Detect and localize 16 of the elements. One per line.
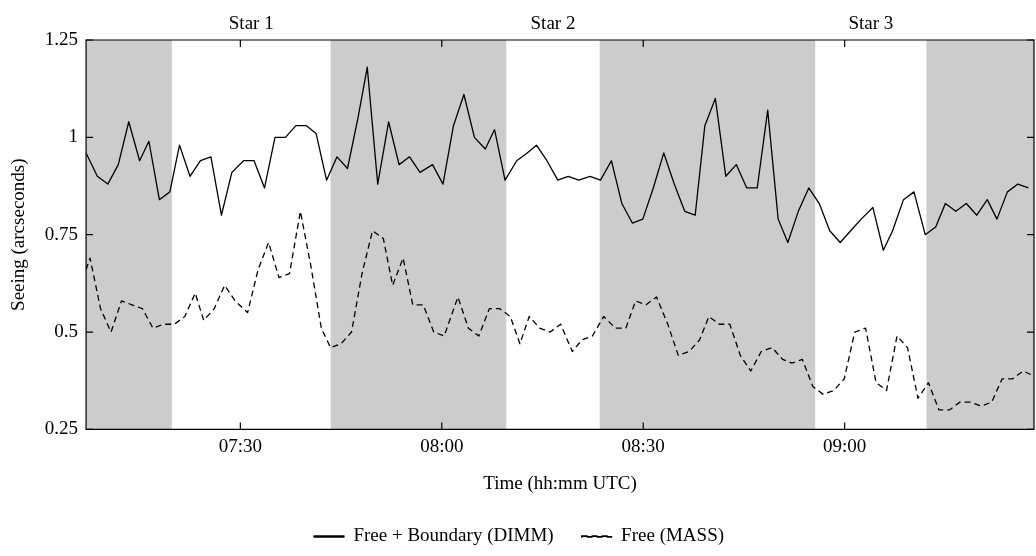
y-tick-label: 1	[68, 125, 79, 147]
legend-label: Free (MASS)	[621, 524, 725, 547]
text: Star 1	[228, 12, 274, 34]
y-tick-label: 0.5	[54, 320, 79, 342]
y-tick-label: 0.75	[44, 222, 79, 244]
x-tick-label: 08:30	[621, 434, 665, 456]
text: Star 2	[530, 12, 576, 34]
x-tick-label: 07:30	[218, 434, 262, 456]
y-tick-label: 0.25	[44, 417, 79, 439]
x-tick-label: 09:00	[823, 434, 867, 456]
x-axis-title: Time (hh:mm UTC)	[483, 471, 637, 494]
text: Star 3	[848, 12, 894, 34]
y-axis-title: Seeing (arcseconds)	[7, 158, 30, 311]
legend-label: Free + Boundary (DIMM)	[353, 524, 554, 547]
x-tick-label: 08:00	[420, 434, 464, 456]
y-tick-label: 1.25	[44, 27, 79, 49]
